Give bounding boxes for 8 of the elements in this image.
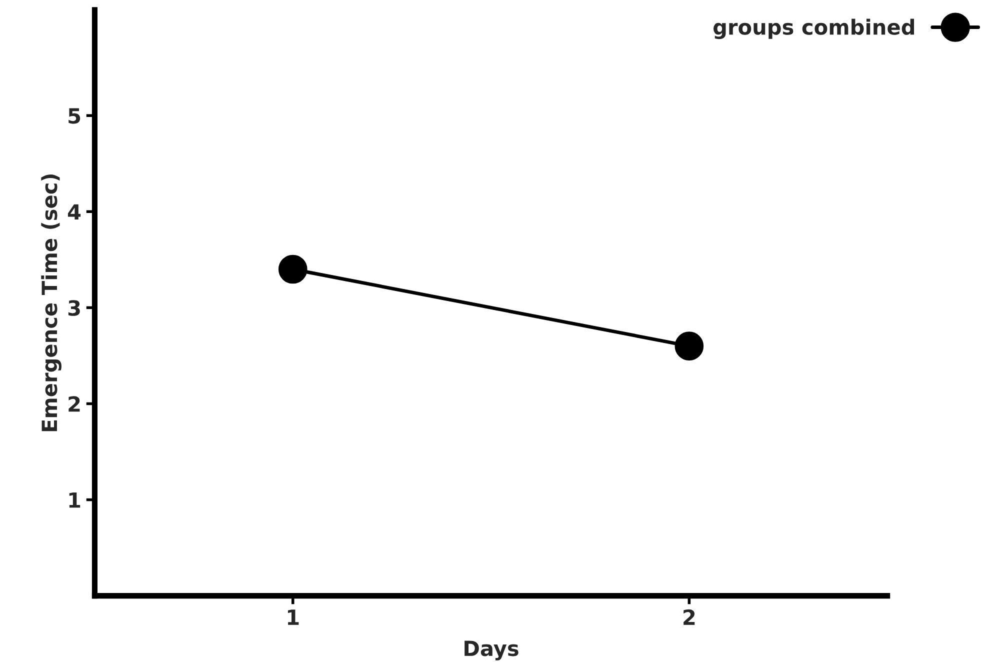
- y-axis-title: Emergence Time (sec): [41, 174, 62, 432]
- y-tick-label: 3: [68, 300, 80, 316]
- legend-label: groups combined: [713, 18, 914, 40]
- y-tick-label: 4: [68, 204, 81, 220]
- y-tick-label: 1: [69, 492, 80, 508]
- y-tick-label: 2: [68, 396, 80, 412]
- y-tick-label: 5: [68, 108, 80, 124]
- x-axis-title: Days: [464, 640, 518, 660]
